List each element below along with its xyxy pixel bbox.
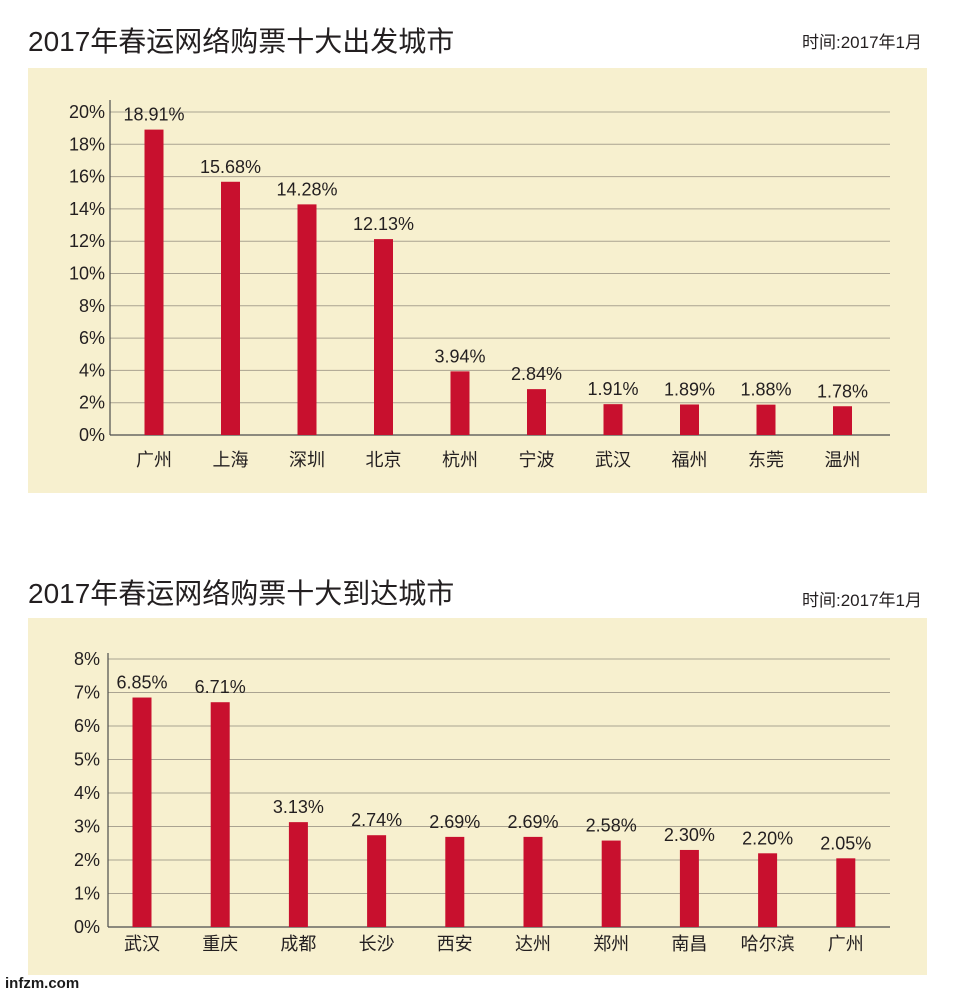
- category-label: 宁波: [519, 450, 555, 470]
- category-label: 东莞: [748, 450, 784, 470]
- category-label: 上海: [213, 450, 249, 470]
- bar: [523, 836, 543, 927]
- bar: [603, 404, 623, 435]
- y-tick-label: 0%: [79, 425, 105, 445]
- value-label: 1.88%: [740, 380, 791, 400]
- value-label: 14.28%: [276, 179, 337, 199]
- y-tick-label: 4%: [79, 360, 105, 380]
- category-label: 福州: [672, 450, 708, 470]
- y-tick-label: 16%: [69, 167, 105, 187]
- bar: [450, 371, 470, 435]
- bar: [833, 406, 852, 435]
- bar: [836, 858, 856, 927]
- value-label: 3.13%: [273, 797, 324, 817]
- value-label: 2.30%: [664, 825, 715, 845]
- y-tick-label: 20%: [69, 102, 105, 122]
- bar: [132, 697, 152, 927]
- category-label: 广州: [136, 450, 172, 470]
- y-tick-label: 5%: [74, 750, 100, 770]
- category-label: 郑州: [593, 934, 629, 954]
- arrival-bar-chart: 0% 1% 2% 3% 4% 5% 6% 7% 8% 6.85% 武汉 6.71% 重庆 3.13% 成都 2…: [74, 649, 890, 954]
- category-label: 深圳: [289, 450, 325, 470]
- bar: [288, 822, 308, 927]
- value-label: 6.71%: [195, 677, 246, 697]
- y-tick-label: 6%: [74, 716, 100, 736]
- bar: [367, 835, 387, 927]
- bar: [758, 853, 778, 927]
- category-label: 长沙: [359, 934, 395, 954]
- y-tick-label: 2%: [79, 393, 105, 413]
- y-tick-label: 18%: [69, 134, 105, 154]
- y-tick-label: 1%: [74, 884, 100, 904]
- departure-bar-chart: 0% 2% 4% 6% 8% 10% 12% 14% 16% 18% 20% 18.91% 广州 15.6…: [69, 100, 890, 470]
- bar: [445, 836, 465, 927]
- category-label: 达州: [515, 934, 551, 954]
- value-label: 2.69%: [429, 812, 480, 832]
- category-label: 温州: [825, 450, 861, 470]
- y-tick-label: 4%: [74, 783, 100, 803]
- category-label: 北京: [366, 450, 402, 470]
- chart-title: 2017年春运网络购票十大到达城市: [28, 578, 455, 609]
- category-label: 武汉: [595, 450, 631, 470]
- value-label: 2.05%: [820, 833, 871, 853]
- y-tick-label: 7%: [74, 683, 100, 703]
- chart-panel: 0% 1% 2% 3% 4% 5% 6% 7% 8% 6.85% 武汉 6.71% 重庆 3.13% 成都 2…: [28, 618, 927, 975]
- category-label: 西安: [437, 934, 473, 954]
- bar: [221, 181, 240, 435]
- category-label: 哈尔滨: [741, 934, 795, 954]
- y-tick-label: 12%: [69, 231, 105, 251]
- y-tick-label: 10%: [69, 264, 105, 284]
- category-label: 广州: [828, 934, 864, 954]
- value-label: 2.84%: [511, 364, 562, 384]
- y-tick-label: 0%: [74, 917, 100, 937]
- bar: [297, 204, 317, 435]
- value-label: 1.91%: [587, 379, 638, 399]
- category-label: 武汉: [124, 934, 160, 954]
- site-footer: infzm.com: [5, 975, 80, 992]
- bar: [680, 404, 699, 435]
- value-label: 1.78%: [817, 381, 868, 401]
- y-tick-label: 8%: [74, 649, 100, 669]
- value-label: 15.68%: [200, 157, 261, 177]
- bar: [210, 702, 230, 927]
- chart-panel: 0% 2% 4% 6% 8% 10% 12% 14% 16% 18% 20% 18.91% 广州 15.6…: [28, 68, 927, 493]
- value-label: 2.20%: [742, 828, 793, 848]
- value-label: 18.91%: [123, 105, 184, 125]
- bar: [374, 239, 393, 435]
- value-label: 3.94%: [434, 346, 485, 366]
- bar: [144, 129, 164, 435]
- y-tick-label: 8%: [79, 296, 105, 316]
- y-tick-label: 6%: [79, 328, 105, 348]
- chart-date-note: 时间:2017年1月: [802, 33, 922, 52]
- bar: [756, 404, 776, 435]
- value-label: 12.13%: [353, 214, 414, 234]
- y-tick-label: 3%: [74, 817, 100, 837]
- value-label: 2.69%: [507, 812, 558, 832]
- category-label: 重庆: [202, 934, 238, 954]
- bar: [601, 840, 621, 927]
- chart-title: 2017年春运网络购票十大出发城市: [28, 26, 455, 57]
- value-label: 1.89%: [664, 379, 715, 399]
- value-label: 2.58%: [586, 816, 637, 836]
- category-label: 成都: [280, 934, 316, 954]
- y-tick-label: 2%: [74, 850, 100, 870]
- category-label: 南昌: [671, 934, 707, 954]
- y-tick-label: 14%: [69, 199, 105, 219]
- bar: [679, 849, 699, 927]
- value-label: 6.85%: [116, 673, 167, 693]
- chart-date-note: 时间:2017年1月: [802, 591, 922, 610]
- category-label: 杭州: [442, 450, 478, 470]
- value-label: 2.74%: [351, 810, 402, 830]
- bar: [527, 389, 546, 435]
